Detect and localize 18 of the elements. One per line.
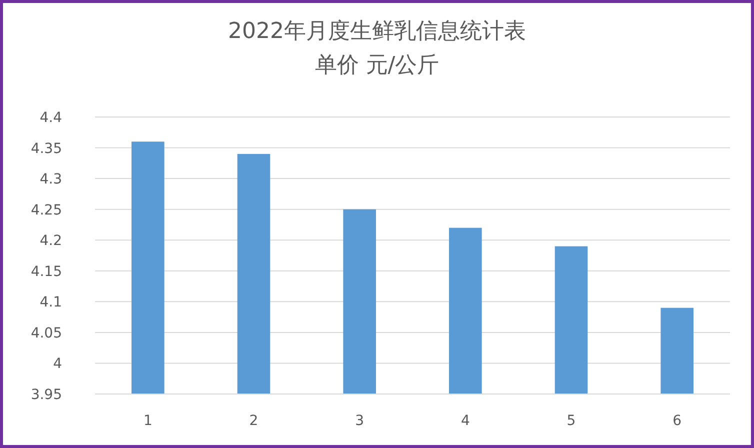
y-tick-label: 4.1: [40, 294, 62, 311]
chart-subtitle: 单价 元/公斤: [314, 53, 440, 78]
y-tick-label: 4.05: [30, 325, 62, 342]
x-tick-label: 6: [672, 413, 682, 429]
y-tick-label: 3.95: [30, 387, 62, 403]
x-tick-label: 5: [566, 413, 576, 429]
x-tick-label: 4: [460, 413, 470, 429]
y-tick-label: 4.3: [40, 172, 62, 188]
y-tick-label: 4.25: [30, 202, 62, 218]
y-tick-label: 4.4: [40, 110, 62, 126]
x-tick-label: 3: [355, 413, 364, 429]
y-tick-label: 4: [53, 356, 62, 372]
chart-title: 2022年月度生鲜乳信息统计表: [228, 19, 526, 44]
x-tick-label: 1: [143, 413, 152, 429]
y-tick-label: 4.35: [30, 140, 62, 157]
x-tick-label: 2: [249, 413, 258, 429]
y-tick-label: 4.15: [30, 264, 62, 280]
y-tick-label: 4.2: [40, 233, 62, 250]
